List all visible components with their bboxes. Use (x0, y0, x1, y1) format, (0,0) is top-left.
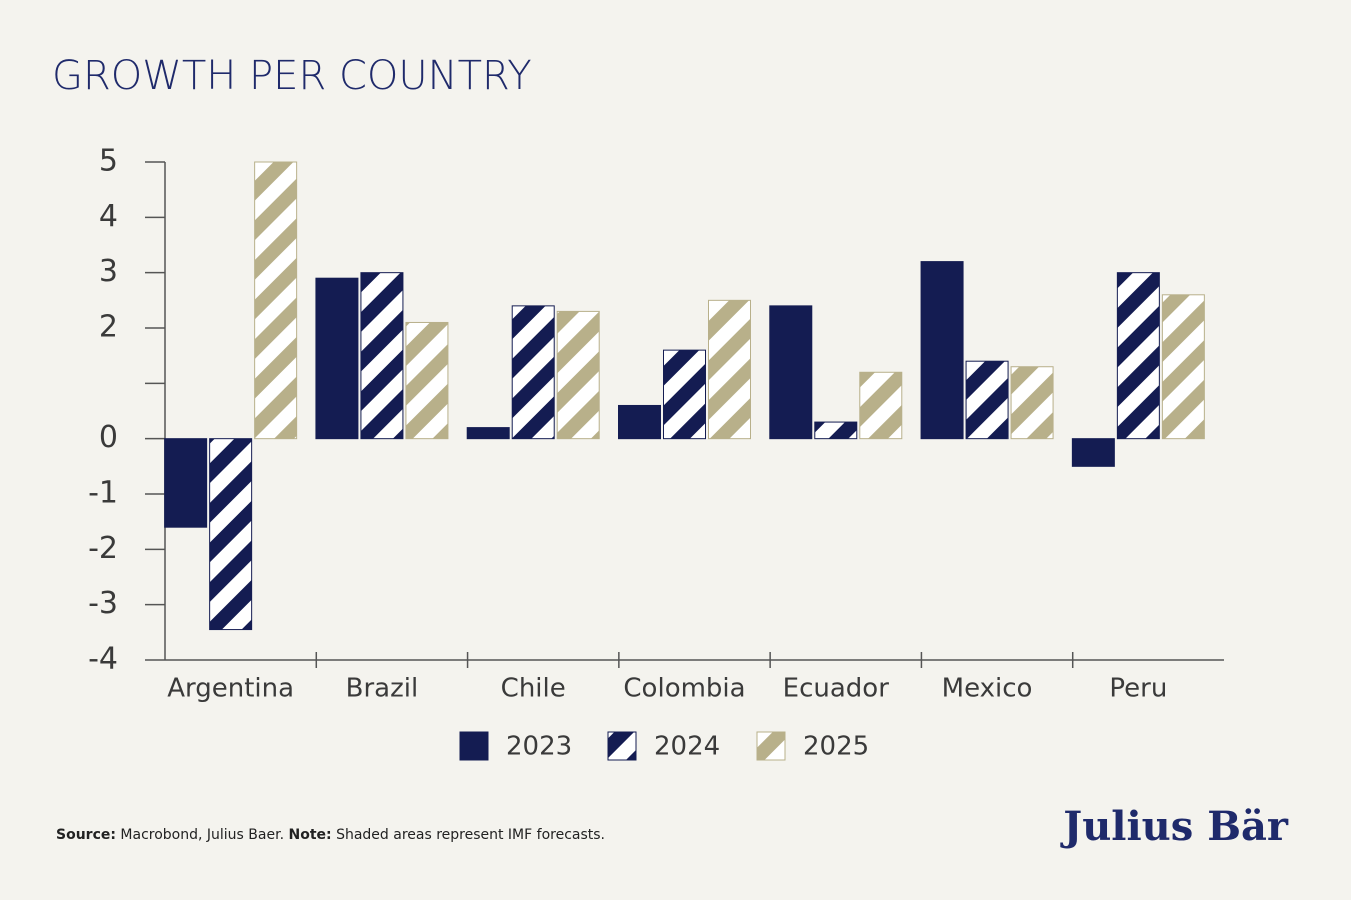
legend-swatch (459, 731, 489, 761)
bar (315, 277, 359, 440)
bar (254, 161, 298, 440)
bar (556, 310, 600, 440)
bar (859, 371, 903, 440)
bar (920, 261, 964, 440)
chart-title: GROWTH PER COUNTRY (52, 53, 532, 99)
bar (618, 404, 661, 440)
note: Shaded areas represent IMF forecasts. (336, 827, 605, 843)
x-tick-label: Brazil (346, 674, 419, 704)
legend-swatch (607, 731, 637, 761)
bar (1161, 294, 1205, 440)
brand-logo: Julius Bär (1060, 803, 1289, 850)
legend-label: 2024 (654, 732, 720, 762)
bar (814, 421, 858, 440)
x-tick-label: Chile (501, 674, 566, 704)
bar (663, 349, 706, 440)
bar (209, 438, 253, 631)
bar (1116, 272, 1160, 440)
bar (511, 305, 555, 440)
legend-label: 2025 (803, 732, 869, 762)
bar (405, 321, 449, 440)
y-tick-label: 3 (99, 254, 118, 289)
footnote: Source: Macrobond, Julius Baer. Note: Sh… (56, 827, 605, 843)
x-tick-label: Argentina (167, 674, 294, 704)
y-tick-label: -1 (88, 476, 118, 511)
source: Macrobond, Julius Baer. (120, 827, 284, 843)
note-label: Note: (288, 827, 331, 843)
y-tick-label: 5 (99, 144, 118, 179)
y-tick-label: 2 (99, 310, 118, 345)
y-tick-label: -2 (88, 531, 118, 566)
bar (708, 299, 751, 440)
y-tick-label: -4 (88, 642, 118, 677)
legend-swatch (756, 731, 786, 761)
bar (1071, 438, 1115, 467)
y-tick-label: -3 (88, 586, 118, 621)
bar (1010, 366, 1054, 440)
bar (965, 360, 1009, 440)
x-tick-label: Ecuador (783, 674, 890, 704)
legend-label: 2023 (506, 732, 572, 762)
bar (360, 272, 404, 440)
y-tick-label: 0 (99, 420, 118, 455)
x-tick-label: Peru (1109, 674, 1167, 704)
bar (466, 427, 510, 440)
source-label: Source: (56, 827, 116, 843)
bar (769, 305, 813, 440)
bar (164, 438, 208, 528)
x-tick-label: Mexico (942, 674, 1033, 704)
x-tick-label: Colombia (623, 674, 745, 704)
y-tick-label: 4 (99, 199, 118, 234)
